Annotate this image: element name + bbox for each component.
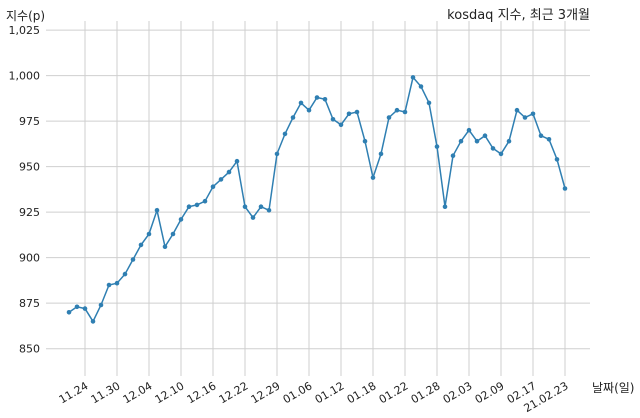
data-point xyxy=(282,131,288,137)
data-point xyxy=(194,202,200,208)
data-point xyxy=(90,319,96,324)
x-tick-label: 01.12 xyxy=(313,379,347,406)
series-line xyxy=(68,75,566,323)
x-tick-label: 02.09 xyxy=(473,379,507,406)
x-tick-label: 12.10 xyxy=(153,379,187,406)
x-tick-label: 12.16 xyxy=(185,379,219,406)
data-point xyxy=(410,75,416,80)
data-point xyxy=(298,100,304,106)
data-point xyxy=(562,186,568,191)
data-point xyxy=(554,157,560,162)
data-point xyxy=(322,97,328,102)
data-point xyxy=(154,208,160,213)
data-point xyxy=(378,151,384,157)
data-point xyxy=(218,177,224,182)
x-tick-label: 12.04 xyxy=(121,379,155,406)
y-tick-label: 975 xyxy=(19,115,40,128)
x-axis-label: 날짜(일) xyxy=(592,381,634,395)
data-point xyxy=(66,310,72,315)
data-point xyxy=(162,244,168,249)
data-point xyxy=(138,242,144,248)
x-tick-label: 02.03 xyxy=(441,379,475,406)
data-point xyxy=(250,215,256,220)
data-point xyxy=(338,122,344,128)
data-point xyxy=(82,306,88,311)
y-tick-label: 950 xyxy=(19,161,40,174)
data-point xyxy=(274,151,280,157)
data-point xyxy=(450,153,456,158)
data-point xyxy=(506,138,512,144)
data-point xyxy=(346,111,352,117)
data-point xyxy=(202,198,208,204)
x-tick-label: 11.30 xyxy=(89,379,123,406)
data-point xyxy=(146,231,152,237)
data-point xyxy=(530,111,536,117)
data-point xyxy=(170,231,176,237)
data-point xyxy=(426,100,432,106)
grid-lines xyxy=(46,21,590,376)
data-point xyxy=(114,280,120,286)
x-tick-label: 01.28 xyxy=(409,379,443,406)
data-points xyxy=(66,75,568,324)
x-tick-label: 12.22 xyxy=(217,379,251,406)
data-point xyxy=(122,271,128,277)
data-point xyxy=(242,204,248,209)
y-axis-label: 지수(p) xyxy=(6,9,45,23)
data-point xyxy=(106,282,112,288)
data-point xyxy=(330,117,336,122)
data-point xyxy=(498,151,504,157)
data-point xyxy=(130,257,136,262)
data-point xyxy=(474,138,480,144)
x-tick-label: 01.22 xyxy=(377,379,411,406)
data-point xyxy=(98,302,104,308)
data-point xyxy=(490,146,496,151)
y-tick-label: 1,000 xyxy=(9,70,41,83)
data-point xyxy=(226,169,232,175)
y-tick-label: 850 xyxy=(19,343,40,356)
data-point xyxy=(314,95,320,100)
data-point xyxy=(178,217,184,222)
data-point xyxy=(434,144,440,149)
data-point xyxy=(290,115,296,120)
data-point xyxy=(386,115,392,120)
data-point xyxy=(458,138,464,144)
data-point xyxy=(266,208,272,213)
data-point xyxy=(522,115,528,120)
data-point xyxy=(234,158,240,164)
data-point xyxy=(546,137,552,142)
data-point xyxy=(258,204,264,209)
data-point xyxy=(354,109,360,115)
y-tick-label: 875 xyxy=(19,297,40,310)
data-point xyxy=(74,304,80,310)
data-point xyxy=(402,109,408,115)
data-point xyxy=(186,204,192,209)
data-point xyxy=(306,107,312,113)
data-point xyxy=(210,184,216,189)
data-point xyxy=(442,204,448,209)
data-point xyxy=(482,133,488,138)
chart-title: kosdaq 지수, 최근 3개월 xyxy=(447,8,590,23)
x-tick-label: 12.29 xyxy=(249,379,283,406)
x-tick-label: 01.06 xyxy=(281,379,315,406)
data-point xyxy=(418,84,424,89)
data-point xyxy=(466,127,472,133)
y-tick-labels: 850 875 900 925 950 975 1,000 1,025 xyxy=(9,24,41,356)
data-point xyxy=(370,175,376,180)
x-tick-label: 01.18 xyxy=(345,379,379,406)
data-point xyxy=(538,133,544,138)
x-tick-labels: 11.2411.3012.0412.1012.1612.2212.2901.06… xyxy=(57,379,571,415)
data-point xyxy=(362,138,368,144)
y-tick-label: 900 xyxy=(19,252,40,265)
x-tick-label: 11.24 xyxy=(57,379,91,406)
data-point xyxy=(394,107,400,113)
data-point xyxy=(514,107,520,113)
y-tick-label: 1,025 xyxy=(9,24,41,37)
y-tick-label: 925 xyxy=(19,206,40,219)
